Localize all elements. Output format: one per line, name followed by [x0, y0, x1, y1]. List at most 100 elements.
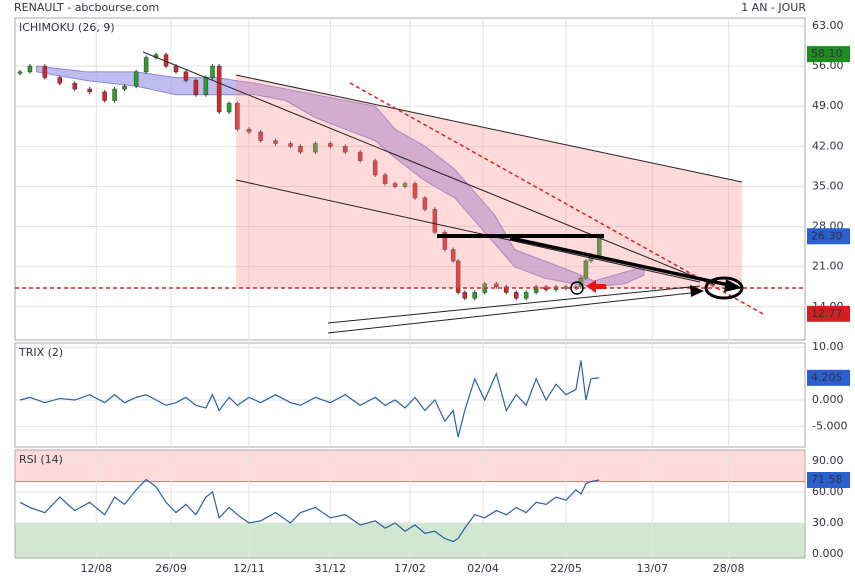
candle: [216, 65, 222, 113]
header-period: 1 AN - JOUR: [741, 1, 806, 14]
candle: [513, 292, 519, 299]
candle: [442, 232, 448, 250]
x-tick-label: 31/12: [314, 562, 346, 575]
candle: [450, 249, 456, 262]
price-badge-label: 58.10: [811, 47, 843, 60]
candle: [27, 65, 33, 73]
candle: [193, 80, 199, 96]
candle: [173, 65, 179, 73]
candle: [455, 260, 461, 293]
x-tick-label: 12/11: [233, 562, 265, 575]
annotations: [15, 51, 805, 334]
price-badge: [807, 305, 850, 322]
rising-line: [327, 285, 701, 324]
candle: [343, 146, 348, 153]
channel-bottom: [235, 179, 701, 283]
candle: [203, 77, 209, 96]
background-layer: [14, 17, 806, 559]
arrow-line: [509, 236, 739, 289]
candle: [133, 71, 139, 87]
ichimoku-cloud: [36, 65, 645, 288]
candle: [298, 146, 303, 153]
foreground-layer: 63.0056.0049.0042.0035.0028.0021.0014.00…: [17, 19, 850, 575]
y-tick-label: 35.00: [812, 179, 844, 192]
x-tick-label: 12/08: [80, 562, 112, 575]
candle: [72, 83, 77, 90]
candle: [112, 88, 117, 101]
candle: [422, 197, 428, 210]
candle: [87, 88, 92, 93]
price-badge: [807, 46, 850, 63]
y-tick-label: 10.00: [812, 340, 844, 353]
candle: [533, 286, 539, 293]
y-tick-label: 49.00: [812, 99, 844, 112]
candle: [472, 292, 477, 299]
candle: [504, 286, 509, 293]
candle: [494, 283, 499, 287]
y-tick-label: 0.000: [812, 393, 844, 406]
y-tick-label: 56.00: [812, 59, 844, 72]
candle: [402, 183, 408, 187]
y-tick-label: 30.00: [812, 516, 844, 529]
y-tick-label: -5.000: [812, 419, 847, 432]
x-tick-label: 13/07: [636, 562, 668, 575]
candle: [17, 71, 23, 74]
candle: [122, 85, 127, 90]
y-tick-label: 60.00: [812, 485, 844, 498]
candle: [328, 143, 333, 147]
candle: [210, 65, 215, 78]
candle: [42, 65, 48, 78]
header-title: RENAULT - abcbourse.com: [14, 1, 159, 14]
x-tick-label: 02/04: [467, 562, 499, 575]
price-badge-label: 71.58: [811, 473, 843, 486]
x-tick-label: 17/02: [394, 562, 426, 575]
price-badge-label: 12.77: [811, 307, 843, 320]
x-tick-label: 28/08: [713, 562, 745, 575]
y-tick-label: 90.00: [812, 454, 844, 467]
candle: [183, 71, 189, 81]
candle: [226, 103, 232, 113]
circle-mark: [570, 281, 584, 295]
candle: [258, 131, 263, 141]
arrow-head: [690, 285, 704, 297]
y-tick-label: 0.000: [812, 547, 844, 560]
channel-top: [235, 74, 743, 183]
candle: [273, 140, 278, 144]
price-badge-label: 26.30: [811, 229, 843, 242]
candle: [357, 151, 363, 161]
trend-line: [142, 51, 716, 286]
panel-title: ICHIMOKU (26, 9): [19, 21, 115, 34]
indicator-line: [19, 360, 600, 438]
price-badge-label: 4.205: [811, 371, 843, 384]
price-badge: [807, 369, 850, 386]
candle: [412, 183, 418, 199]
candle: [583, 260, 589, 279]
candle: [57, 77, 63, 84]
y-tick-label: 42.00: [812, 139, 844, 152]
panel-title: TRIX (2): [18, 346, 63, 359]
candle: [143, 57, 149, 73]
candle: [288, 143, 293, 147]
rising-line: [327, 291, 701, 334]
candle: [392, 183, 398, 187]
candle: [313, 143, 318, 153]
candle: [382, 174, 388, 184]
pink-zone: [236, 75, 742, 288]
dotted-trend: [349, 82, 766, 316]
y-tick-label: 63.00: [812, 19, 844, 32]
panel-title: RSI (14): [19, 453, 63, 466]
candle: [246, 128, 252, 133]
price-badge: [807, 471, 850, 488]
candle: [235, 103, 240, 130]
candle: [432, 209, 438, 233]
indicator-line: [19, 478, 600, 543]
candle: [102, 91, 107, 101]
circle-mark: [704, 276, 744, 300]
x-tick-label: 26/09: [155, 562, 187, 575]
candle: [372, 160, 378, 176]
x-tick-label: 22/05: [550, 562, 582, 575]
candle: [523, 292, 529, 299]
y-tick-label: 21.00: [812, 260, 844, 273]
